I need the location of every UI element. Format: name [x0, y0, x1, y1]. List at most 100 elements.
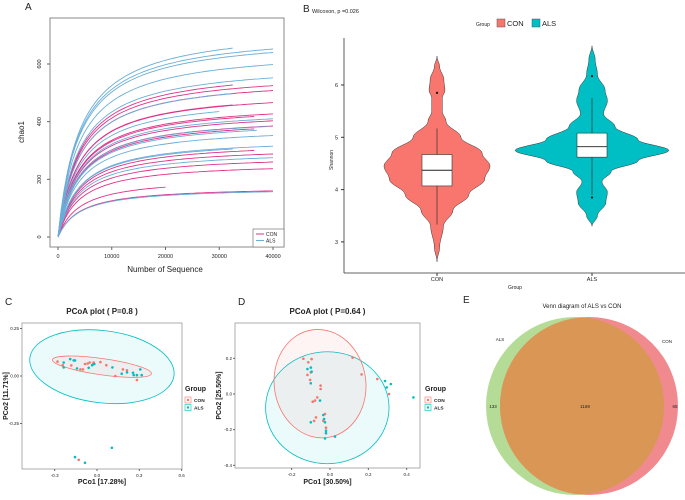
legend-label: ALS [194, 406, 204, 412]
point-con [114, 374, 117, 378]
outlier-point [590, 196, 594, 199]
legend: Group CON ALS [184, 386, 206, 412]
chart-title: Venn diagram of ALS vs CON [542, 304, 621, 310]
point-als [323, 437, 327, 440]
panel-label: C [5, 297, 12, 308]
set-label-als: ALS [496, 337, 505, 342]
point-als [324, 431, 328, 435]
point-con [360, 373, 363, 376]
legend-label: CON [507, 19, 524, 28]
confidence-ellipse-con [273, 329, 367, 439]
point-als [309, 421, 313, 424]
y-tick-label: 0.2 [226, 356, 233, 361]
venn-diagram: Venn diagram of ALS vs CON ALS CON 133 1169 6… [486, 304, 678, 495]
x-tick-label: 0.4 [404, 472, 411, 477]
legend-title: Group [185, 386, 206, 393]
rarefaction-curve-con [57, 120, 274, 238]
x-tick-label: 10000 [104, 254, 119, 260]
x-tick-label: -0.2 [288, 472, 296, 477]
rarefaction-curve-con [57, 161, 274, 238]
violin-chart: Wilcoxon, p =0.026 Group CON ALS 3 4 5 6 Shannon… [312, 9, 685, 291]
rarefaction-curve-con [57, 84, 233, 238]
y-tick-label: 5 [335, 135, 338, 141]
x-tick-label: 0.3 [136, 473, 143, 478]
point-als [322, 413, 325, 417]
legend-label: ALS [542, 19, 556, 28]
point-con [125, 369, 129, 372]
point-als [383, 379, 387, 383]
point-con [307, 361, 310, 364]
count-only-als: 133 [489, 404, 497, 409]
point-als [83, 461, 87, 465]
panel-label: B [303, 4, 310, 15]
x-tick-label: 20000 [158, 254, 173, 260]
legend-label: ALS [434, 406, 444, 412]
point-als [68, 357, 72, 361]
rarefaction-curve-con [57, 186, 166, 238]
outlier-point [590, 75, 594, 78]
rarefaction-curve-als [57, 157, 274, 238]
legend-marker [426, 398, 430, 402]
rarefaction-curve-con [57, 150, 255, 238]
legend-swatch [496, 18, 506, 28]
rarefaction-curve-als [57, 129, 257, 238]
point-con [310, 357, 313, 361]
rarefaction-curve-als [57, 48, 274, 238]
confidence-ellipse-als [29, 329, 175, 404]
point-als [323, 421, 327, 424]
point-als [306, 367, 309, 371]
rarefaction-curve-con [57, 128, 255, 238]
point-con [79, 368, 82, 371]
point-con [312, 419, 316, 423]
point-con [61, 363, 64, 367]
rarefaction-curve-con [57, 116, 255, 238]
y-axis-label: PCo2 [11.71%] [3, 372, 10, 420]
x-tick-label: -0.3 [51, 473, 59, 478]
point-con [121, 368, 125, 371]
point-con [314, 416, 318, 419]
y-axis-label: Shannon [329, 150, 335, 170]
outlier-point [435, 91, 439, 94]
legend-marker [186, 406, 190, 409]
plot-frame [234, 322, 421, 469]
legend-label: CON [194, 398, 205, 404]
legend-title: Group [476, 22, 490, 28]
legend-swatch [531, 18, 541, 28]
y-tick-label: 4 [335, 188, 338, 194]
legend: Group CON ALS [476, 18, 556, 28]
point-con [105, 363, 108, 367]
rarefaction-curve-als [57, 47, 233, 238]
point-con [88, 361, 91, 364]
chart-title: PCoA plot ( P=0.8 ) [66, 307, 138, 316]
legend-title: Group [425, 386, 446, 393]
point-als [318, 399, 322, 402]
y-tick-label: 0.0 [226, 392, 233, 397]
rarefaction-curve-con [57, 113, 274, 238]
y-tick-label: -0.2 [224, 427, 232, 432]
y-tick-label: 600 [37, 59, 43, 68]
y-tick-label: 0.25 [10, 326, 19, 331]
rarefaction-curve-con [57, 168, 274, 238]
point-als [110, 446, 114, 450]
venn-overlap [500, 317, 664, 495]
y-axis-label: PCo2 [25.50%] [216, 371, 223, 419]
point-als [87, 366, 90, 370]
point-als [73, 455, 77, 459]
rarefaction-curve-con [57, 153, 274, 238]
y-tick-label: -0.4 [224, 463, 232, 468]
panel-label: E [463, 295, 470, 306]
pcoa-chart-d: -0.2 0.0 0.2 0.4 0.2 0.0 -0.2 -0.4 PCoA plot ( P… [216, 307, 446, 486]
point-als [140, 373, 143, 377]
y-tick-label: 3 [335, 240, 338, 246]
point-als [309, 382, 313, 385]
x-tick-label: 0.0 [327, 472, 334, 477]
point-als [132, 373, 135, 377]
point-con [306, 373, 309, 377]
y-tick-label: 0 [37, 235, 43, 238]
point-als [135, 373, 139, 377]
panel-label: D [238, 297, 245, 308]
point-con [351, 356, 354, 359]
x-tick-label: 30000 [212, 254, 227, 260]
point-als [389, 382, 393, 386]
